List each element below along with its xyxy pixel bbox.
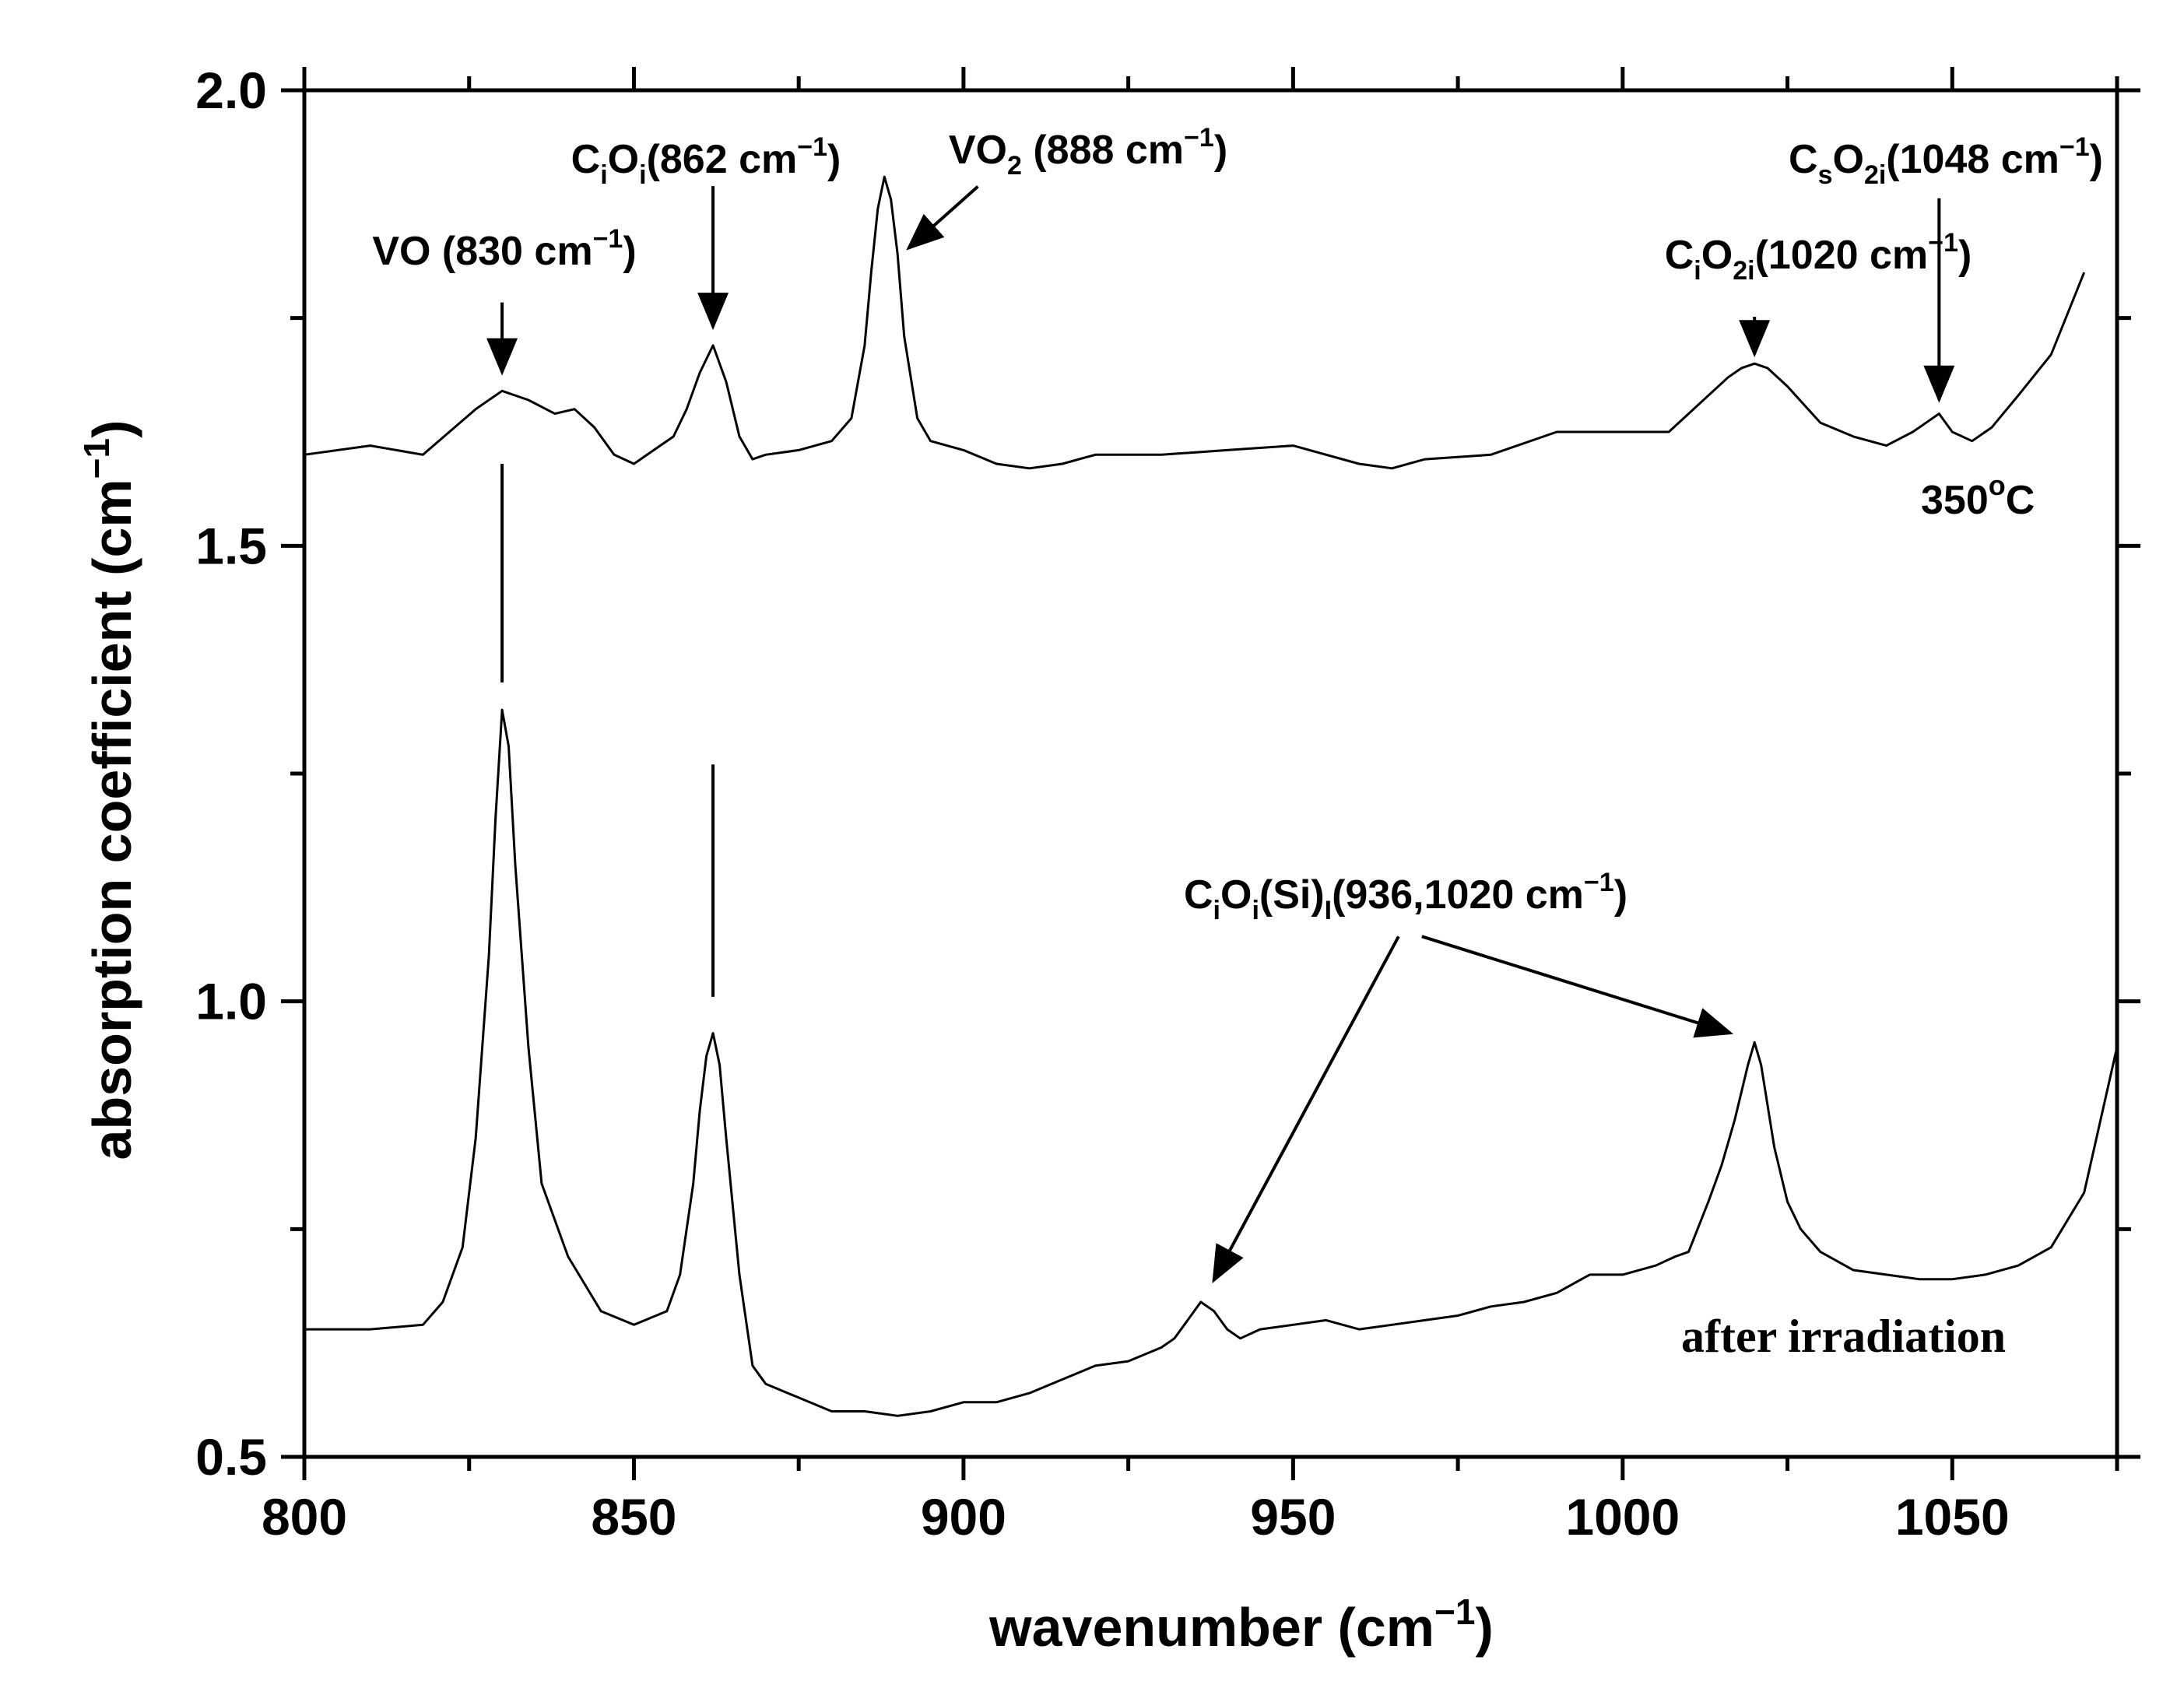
arrow-cioisi-936 [1212,935,1400,1283]
series-line-350c [304,175,2086,470]
label-after-irradiation: after irradiation [1681,1311,2006,1362]
x-tick-label: 900 [921,1488,1006,1546]
annotation-cio2i: CiO2i(1020 cm−1) [1665,228,1972,286]
y-tick-label: 1.0 [195,973,267,1030]
y-tick-label: 1.5 [195,517,267,574]
arrow-vo2 [906,185,979,251]
annotation-cso2i: CsO2i(1048 cm−1) [1789,132,2103,190]
x-tick-label: 950 [1250,1488,1336,1546]
y-tick-label: 2.0 [195,61,267,119]
x-tick-label: 850 [591,1488,676,1546]
arrow-cioisi-1020 [1421,935,1734,1038]
plot-area [281,67,2140,1480]
annotation-cioi-si: CiOi(Si)I(936,1020 cm−1) [1184,868,1627,925]
x-tick-label: 1000 [1565,1488,1680,1546]
annotation-cioi: CiOi(862 cm−1) [571,132,841,190]
y-tick-labels: 0.5 1.0 1.5 2.0 [195,61,267,1486]
label-350c: 350oC [1921,469,2035,523]
annotation-vo2: VO2 (888 cm−1) [949,123,1227,181]
x-tick-labels: 800 850 900 950 1000 1050 [262,1488,2010,1546]
y-axis-title: absorption coefficient (cm−1) [76,420,142,1160]
x-tick-label: 800 [262,1488,347,1546]
series-line-after-irradiation [304,708,2119,1417]
x-axis-title: wavenumber (cm−1) [988,1592,1494,1658]
guide-lines [500,463,715,997]
x-tick-label: 1050 [1895,1488,2010,1546]
annotation-arrows [486,185,1955,1283]
annotation-vo: VO (830 cm−1) [372,224,636,274]
y-tick-label: 0.5 [195,1428,267,1486]
